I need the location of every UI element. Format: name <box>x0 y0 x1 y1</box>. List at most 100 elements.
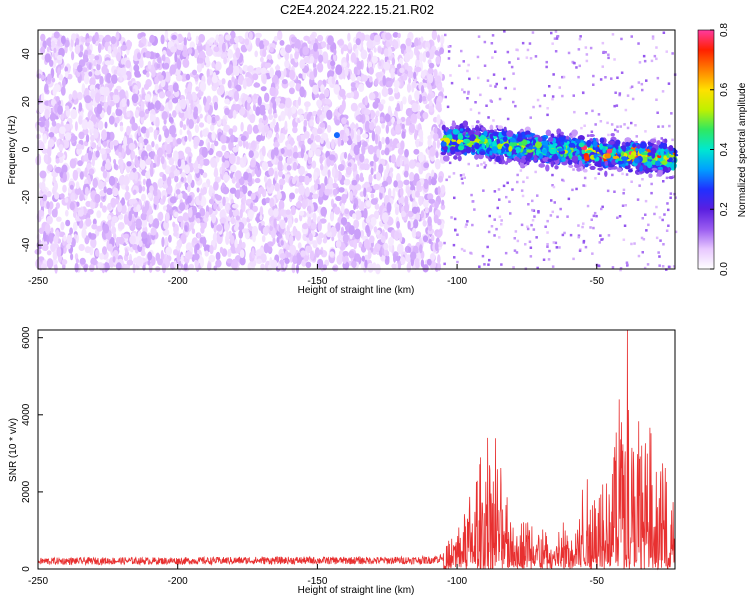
spectrogram-cell <box>590 130 594 133</box>
spectrogram-cell <box>88 150 93 161</box>
spectrogram-cell <box>277 160 283 172</box>
spectrogram-cell <box>145 158 152 166</box>
spectrogram-cell <box>498 97 502 101</box>
spectrogram-cell <box>453 196 456 200</box>
spectrogram-cell <box>373 183 380 191</box>
spectrogram-cell <box>215 156 220 163</box>
spectrogram-cell <box>614 91 617 94</box>
spectrogram-cell <box>87 49 92 55</box>
spectrogram-cell <box>503 77 506 81</box>
spectrogram-cell <box>669 196 672 199</box>
spectrogram-cell <box>88 63 92 70</box>
spectrogram-cell <box>91 156 95 167</box>
spectrogram-cell <box>546 107 549 110</box>
spectrogram-cell <box>206 48 213 57</box>
spectrogram-cell <box>427 138 432 147</box>
spectrogram-cell <box>153 129 158 141</box>
spectrogram-cell <box>665 176 669 180</box>
spectrogram-cell <box>184 88 188 94</box>
spectrogram-cell <box>172 110 177 118</box>
spectrogram-cell <box>209 244 214 255</box>
spectrogram-cell <box>633 242 636 245</box>
spectrogram-cell <box>197 92 201 98</box>
spectrogram-cell <box>196 63 203 73</box>
spectrogram-cell <box>123 233 129 239</box>
spectrogram-cell <box>661 265 665 268</box>
spectrogram-cell <box>670 112 673 115</box>
spectrogram-cell <box>446 105 450 109</box>
spectrogram-cell <box>273 218 277 229</box>
spectrogram-cell <box>234 238 238 249</box>
spectrogram-cell <box>148 214 154 225</box>
spectrogram-cell <box>171 34 177 41</box>
spectrogram-cell <box>243 154 247 165</box>
spectrogram-cell <box>317 249 324 255</box>
spectrogram-cell <box>578 249 582 252</box>
spectrogram-cell <box>66 234 73 245</box>
spectrogram-cell <box>54 192 60 200</box>
spectrogram-cell <box>661 90 665 93</box>
spectrogram-cell <box>139 159 146 170</box>
spectrogram-cell <box>72 90 78 100</box>
spectrogram-cell <box>624 108 628 112</box>
spectrogram-cell <box>418 129 424 140</box>
spectrogram-cell <box>185 251 193 260</box>
spectrogram-cell <box>502 184 506 188</box>
spectrogram-cell <box>279 219 286 230</box>
spectrogram-cell <box>389 138 393 148</box>
spectrogram-cell <box>253 150 259 159</box>
spectrogram-cell <box>645 229 648 232</box>
spectrogram-cell <box>207 142 211 151</box>
spectrogram-cell <box>65 209 69 217</box>
spectrogram-cell <box>367 262 374 273</box>
spectrogram-cell <box>178 181 182 188</box>
spectrogram-cell <box>411 80 417 89</box>
spectrogram-cell <box>497 188 501 191</box>
spectrogram-cell <box>60 86 66 96</box>
spectrogram-cell <box>196 217 201 224</box>
spectrogram-cell <box>51 120 57 127</box>
spectrogram-cell <box>43 153 49 164</box>
spectrogram-cell <box>102 141 108 147</box>
spectrogram-cell <box>135 218 142 229</box>
spectrogram-cell <box>266 246 273 253</box>
spectrogram-cell <box>147 251 153 261</box>
spectrogram-cell <box>202 172 208 178</box>
spectrogram-cell <box>374 97 381 104</box>
spectrogram-cell <box>201 146 208 158</box>
spectrogram-cell <box>427 216 432 227</box>
spectrogram-cell <box>244 38 250 46</box>
spectrogram-cell <box>368 92 376 101</box>
spectrogram-cell <box>390 68 395 79</box>
spectrogram-cell <box>369 235 375 244</box>
spectrogram-cell <box>88 168 95 175</box>
spectrogram-cell <box>279 40 285 46</box>
spectrogram-cell <box>584 46 588 49</box>
spectrogram-cell <box>46 201 50 210</box>
spectrogram-cell <box>180 176 184 183</box>
spectrogram-cell <box>350 91 355 98</box>
spectrogram-cell <box>112 256 116 263</box>
spectrogram-cell <box>246 96 252 104</box>
spectrogram-cell <box>641 178 644 181</box>
spectrogram-cell <box>183 37 187 47</box>
spectrogram-cell <box>637 42 640 45</box>
spectrogram-cell <box>292 161 298 171</box>
spectrogram-cell <box>66 243 71 250</box>
spectrogram-cell <box>374 116 379 124</box>
spectrogram-cell <box>440 204 446 210</box>
spectrogram-cell <box>546 243 549 246</box>
spectrogram-cell <box>461 181 464 185</box>
spectrogram-cell <box>655 57 658 61</box>
spectrogram-cell <box>270 259 278 269</box>
spectrogram-cell <box>234 170 242 180</box>
spectrogram-cell <box>637 254 641 258</box>
spectrogram-cell <box>529 255 533 258</box>
spectrogram-cell <box>383 61 391 71</box>
spectrogram-cell <box>512 100 515 104</box>
spectrogram-cell <box>365 224 370 234</box>
spectrogram-cell <box>487 230 491 234</box>
spectrogram-cell <box>286 252 292 258</box>
spectrogram-cell <box>267 178 272 188</box>
spectrogram-cell <box>200 257 204 268</box>
